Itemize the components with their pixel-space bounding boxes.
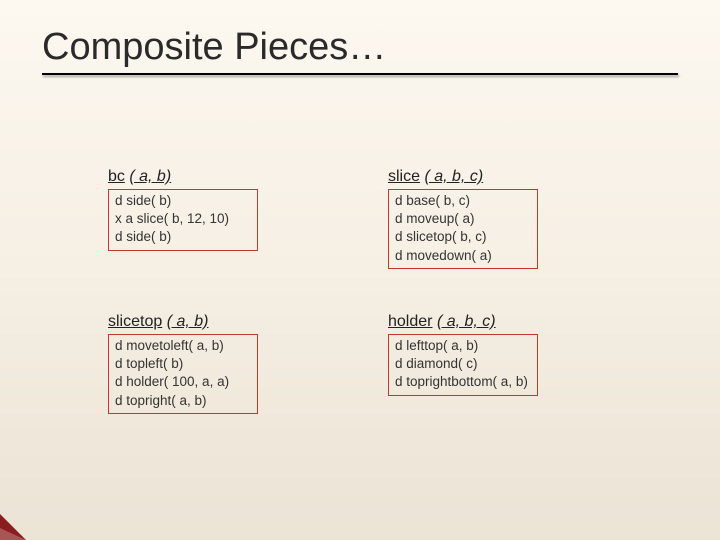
code-line: x a slice( b, 12, 10)	[115, 210, 251, 228]
corner-decoration-icon	[0, 514, 26, 540]
code-line: d movedown( a)	[395, 247, 531, 265]
code-line: d side( b)	[115, 228, 251, 246]
block-slice: slice ( a, b, c) d base( b, c) d moveup(…	[388, 168, 668, 269]
heading-slice: slice ( a, b, c)	[388, 168, 668, 186]
heading-holder-params: ( a, b, c)	[437, 313, 496, 330]
codebox-slice: d base( b, c) d moveup( a) d slicetop( b…	[388, 189, 538, 269]
heading-bc-params: ( a, b)	[129, 168, 171, 185]
code-line: d slicetop( b, c)	[395, 228, 531, 246]
code-line: d movetoleft( a, b)	[115, 337, 251, 355]
block-slicetop: slicetop ( a, b) d movetoleft( a, b) d t…	[108, 313, 388, 414]
content-area: bc ( a, b) d side( b) x a slice( b, 12, …	[108, 168, 668, 458]
heading-slicetop-name: slicetop	[108, 313, 162, 330]
code-line: d topright( a, b)	[115, 392, 251, 410]
heading-holder: holder ( a, b, c)	[388, 313, 668, 331]
row-2: slicetop ( a, b) d movetoleft( a, b) d t…	[108, 313, 668, 414]
code-line: d moveup( a)	[395, 210, 531, 228]
heading-bc-name: bc	[108, 168, 125, 185]
heading-bc: bc ( a, b)	[108, 168, 388, 186]
heading-holder-name: holder	[388, 313, 432, 330]
code-line: d base( b, c)	[395, 192, 531, 210]
slide-title: Composite Pieces…	[0, 0, 720, 73]
block-bc: bc ( a, b) d side( b) x a slice( b, 12, …	[108, 168, 388, 269]
heading-slicetop-params: ( a, b)	[167, 313, 209, 330]
block-holder: holder ( a, b, c) d lefttop( a, b) d dia…	[388, 313, 668, 414]
heading-slicetop: slicetop ( a, b)	[108, 313, 388, 331]
code-line: d side( b)	[115, 192, 251, 210]
title-underline	[42, 73, 678, 75]
code-line: d toprightbottom( a, b)	[395, 373, 531, 391]
code-line: d lefttop( a, b)	[395, 337, 531, 355]
heading-slice-name: slice	[388, 168, 420, 185]
code-line: d diamond( c)	[395, 355, 531, 373]
heading-slice-params: ( a, b, c)	[424, 168, 483, 185]
code-line: d topleft( b)	[115, 355, 251, 373]
codebox-holder: d lefttop( a, b) d diamond( c) d toprigh…	[388, 334, 538, 396]
row-1: bc ( a, b) d side( b) x a slice( b, 12, …	[108, 168, 668, 269]
code-line: d holder( 100, a, a)	[115, 373, 251, 391]
codebox-slicetop: d movetoleft( a, b) d topleft( b) d hold…	[108, 334, 258, 414]
codebox-bc: d side( b) x a slice( b, 12, 10) d side(…	[108, 189, 258, 251]
